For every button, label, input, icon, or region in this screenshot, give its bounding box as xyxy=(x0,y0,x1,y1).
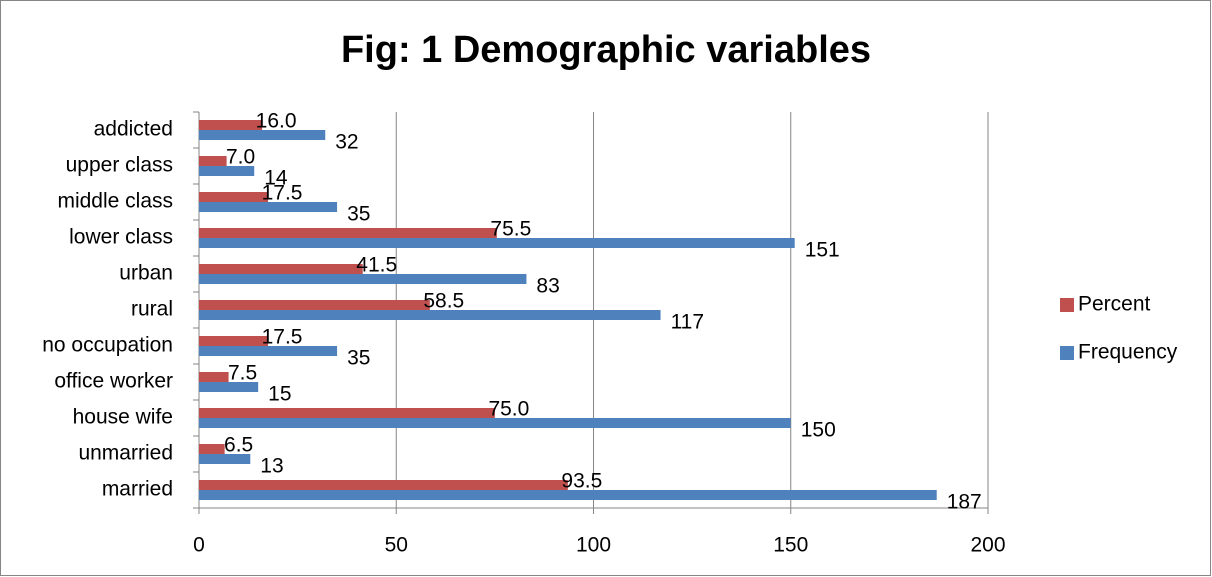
x-tick-label: 200 xyxy=(970,534,1005,557)
legend-label: Percent xyxy=(1078,293,1151,316)
data-label: 17.5 xyxy=(262,182,303,205)
y-tick-label: middle class xyxy=(57,190,173,213)
bar xyxy=(199,408,495,418)
data-label: 32 xyxy=(335,131,358,154)
bar xyxy=(199,418,791,428)
data-label: 75.5 xyxy=(490,218,531,241)
data-label: 13 xyxy=(260,455,283,478)
bar xyxy=(199,192,269,202)
bar xyxy=(199,264,363,274)
y-tick-label: rural xyxy=(131,298,173,321)
data-label: 7.0 xyxy=(226,146,255,169)
legend-label: Frequency xyxy=(1078,341,1178,364)
y-tick-label: addicted xyxy=(94,118,173,141)
x-tick-label: 150 xyxy=(773,534,808,557)
legend-swatch xyxy=(1060,298,1074,312)
bar xyxy=(199,372,229,382)
bar xyxy=(199,310,661,320)
y-tick-label: upper class xyxy=(66,154,173,177)
data-label: 35 xyxy=(347,347,370,370)
data-label: 150 xyxy=(801,419,836,442)
bar xyxy=(199,300,430,310)
y-tick-label: urban xyxy=(119,262,173,285)
y-tick-label: no occupation xyxy=(42,334,173,357)
data-label: 83 xyxy=(536,275,559,298)
bar xyxy=(199,274,527,284)
bar xyxy=(199,454,251,464)
data-label: 35 xyxy=(347,203,370,226)
data-label: 75.0 xyxy=(488,398,529,421)
data-label: 58.5 xyxy=(423,290,464,313)
bar xyxy=(199,238,795,248)
bar xyxy=(199,156,227,166)
data-label: 15 xyxy=(268,383,291,406)
bar xyxy=(199,444,225,454)
data-label: 14 xyxy=(264,167,288,190)
y-tick-label: married xyxy=(102,478,173,501)
bar xyxy=(199,490,937,500)
data-label: 151 xyxy=(805,239,840,262)
data-label: 16.0 xyxy=(256,110,297,133)
y-tick-label: unmarried xyxy=(78,442,173,465)
data-label: 6.5 xyxy=(224,434,253,457)
legend-swatch xyxy=(1060,346,1074,360)
bar xyxy=(199,202,338,212)
bar xyxy=(199,166,255,176)
x-tick-label: 0 xyxy=(193,534,205,557)
x-tick-label: 50 xyxy=(385,534,408,557)
y-tick-label: house wife xyxy=(73,406,173,429)
bar xyxy=(199,336,269,346)
data-label: 17.5 xyxy=(262,326,303,349)
data-label: 187 xyxy=(947,491,982,514)
y-tick-label: office worker xyxy=(54,370,173,393)
x-tick-label: 100 xyxy=(576,534,611,557)
bar xyxy=(199,130,326,140)
y-tick-label: lower class xyxy=(69,226,173,249)
data-label: 117 xyxy=(671,311,704,334)
bar xyxy=(199,346,338,356)
bar xyxy=(199,228,497,238)
bar xyxy=(199,382,259,392)
data-label: 7.5 xyxy=(228,362,257,385)
chart-title: Fig: 1 Demographic variables xyxy=(341,29,871,71)
bar xyxy=(199,120,263,130)
data-label: 41.5 xyxy=(356,254,397,277)
data-label: 93.5 xyxy=(561,470,602,493)
bar xyxy=(199,480,568,490)
